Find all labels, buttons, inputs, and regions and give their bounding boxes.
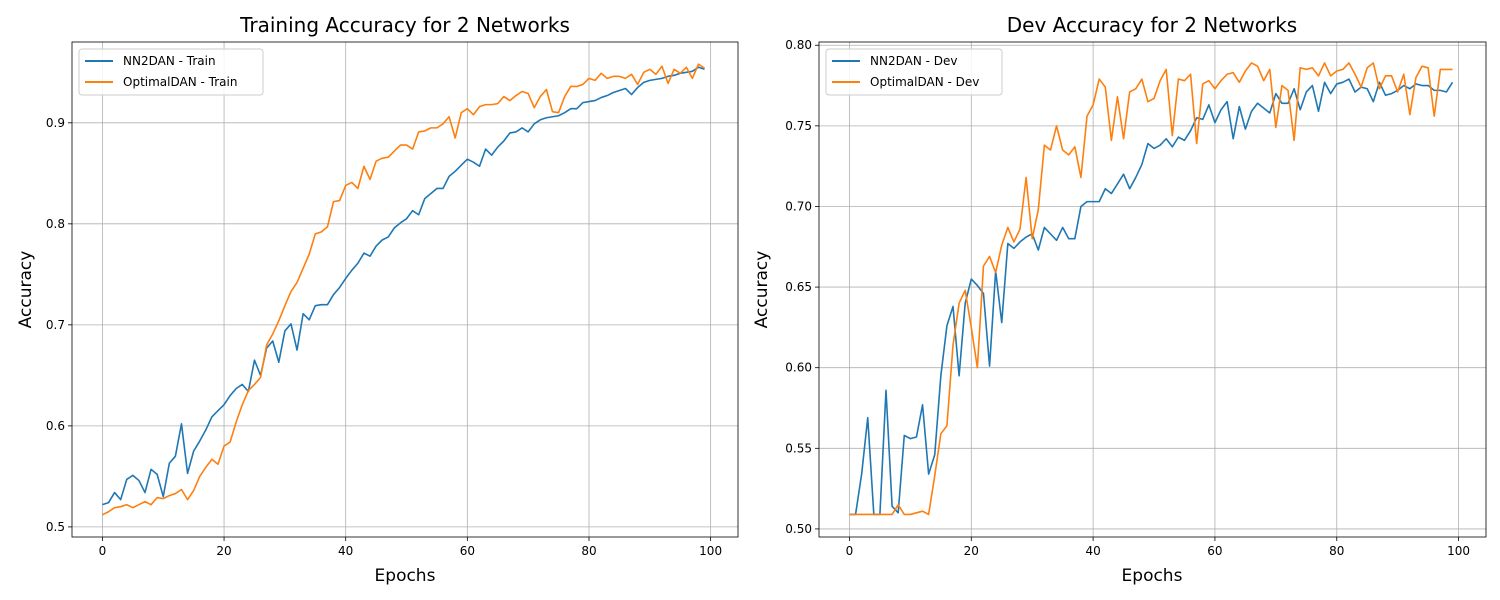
x-tick-label: 60 xyxy=(460,544,475,558)
x-tick-label: 20 xyxy=(964,544,979,558)
y-axis-label: Accuracy xyxy=(752,251,772,329)
y-tick-label: 0.75 xyxy=(785,119,812,133)
y-tick-label: 0.70 xyxy=(785,199,812,213)
x-tick-label: 0 xyxy=(99,544,107,558)
y-tick-label: 0.9 xyxy=(46,116,65,130)
dev-accuracy-chart: 0 20 40 60 80 100 0.50 0.55 0.60 0.65 0.70 0.75 0.80… xyxy=(752,13,1487,586)
y-tick-label: 0.7 xyxy=(46,318,65,332)
plot-frame xyxy=(818,41,1487,538)
legend-label-optimaldan: OptimalDAN - Dev xyxy=(870,75,979,89)
y-tick-label: 0.50 xyxy=(785,522,812,536)
x-axis-label: Epochs xyxy=(1122,566,1183,586)
x-tick-label: 0 xyxy=(846,544,854,558)
legend: NN2DAN - Train OptimalDAN - Train xyxy=(78,48,264,96)
x-tick-label: 40 xyxy=(1085,544,1100,558)
chart-title: Dev Accuracy for 2 Networks xyxy=(1007,13,1297,37)
y-tick-label: 0.5 xyxy=(46,520,65,534)
x-tick-label: 100 xyxy=(1447,544,1470,558)
legend-box xyxy=(825,48,1003,96)
legend-label-nn2dan: NN2DAN - Train xyxy=(123,54,216,68)
series-line-nn2dan-dev xyxy=(849,78,1454,516)
x-tick-label: 80 xyxy=(1329,544,1344,558)
series-line-optimaldan-train xyxy=(102,63,705,516)
y-axis-label: Accuracy xyxy=(16,251,36,329)
y-tick-label: 0.80 xyxy=(785,38,812,52)
y-tick-label: 0.6 xyxy=(46,419,65,433)
legend-box xyxy=(78,48,264,96)
legend: NN2DAN - Dev OptimalDAN - Dev xyxy=(825,48,1003,96)
y-tick-label: 0.65 xyxy=(785,280,812,294)
x-tick-label: 60 xyxy=(1207,544,1222,558)
x-tick-label: 40 xyxy=(338,544,353,558)
training-accuracy-chart: 0 20 40 60 80 100 0.5 0.6 0.7 0.8 0.9 Training Acc… xyxy=(16,13,739,586)
chart-title: Training Accuracy for 2 Networks xyxy=(239,13,570,37)
y-tick-label: 0.8 xyxy=(46,217,65,231)
plot-frame xyxy=(71,41,739,538)
legend-label-optimaldan: OptimalDAN - Train xyxy=(123,75,237,89)
y-tick-label: 0.55 xyxy=(785,441,812,455)
series-line-optimaldan-dev xyxy=(849,62,1453,516)
series-line-nn2dan-train xyxy=(102,66,705,506)
x-tick-label: 20 xyxy=(216,544,231,558)
x-tick-label: 80 xyxy=(581,544,596,558)
x-tick-label: 100 xyxy=(699,544,722,558)
x-axis-label: Epochs xyxy=(375,566,436,586)
y-tick-label: 0.60 xyxy=(785,361,812,375)
legend-label-nn2dan: NN2DAN - Dev xyxy=(870,54,958,68)
